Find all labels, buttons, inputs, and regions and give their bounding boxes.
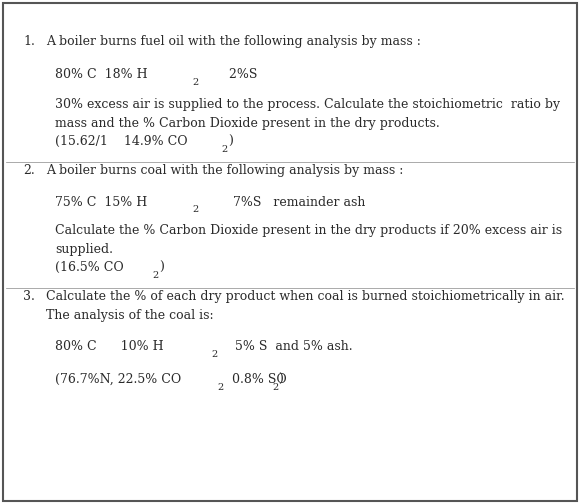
FancyBboxPatch shape xyxy=(3,3,577,501)
Text: 2: 2 xyxy=(192,205,198,214)
Text: 2: 2 xyxy=(218,383,224,392)
Text: A boiler burns fuel oil with the following analysis by mass :: A boiler burns fuel oil with the followi… xyxy=(46,35,421,48)
Text: A boiler burns coal with the following analysis by mass :: A boiler burns coal with the following a… xyxy=(46,164,404,177)
Text: 2: 2 xyxy=(273,383,279,392)
Text: 2: 2 xyxy=(222,145,228,154)
Text: 2: 2 xyxy=(153,271,159,280)
Text: 2.: 2. xyxy=(23,164,35,177)
Text: The analysis of the coal is:: The analysis of the coal is: xyxy=(46,308,214,322)
Text: 30% excess air is supplied to the process. Calculate the stoichiometric  ratio b: 30% excess air is supplied to the proces… xyxy=(55,98,560,111)
Text: Calculate the % Carbon Dioxide present in the dry products if 20% excess air is: Calculate the % Carbon Dioxide present i… xyxy=(55,224,562,237)
Text: 1.: 1. xyxy=(23,35,35,48)
Text: 2%S: 2%S xyxy=(201,68,257,81)
Text: ): ) xyxy=(160,261,164,274)
Text: (15.62/1    14.9% CO: (15.62/1 14.9% CO xyxy=(55,135,188,148)
Text: mass and the % Carbon Dioxide present in the dry products.: mass and the % Carbon Dioxide present in… xyxy=(55,117,440,130)
Text: (76.7%N, 22.5% CO: (76.7%N, 22.5% CO xyxy=(55,373,182,386)
Text: 80% C      10% H: 80% C 10% H xyxy=(55,340,164,353)
Text: 75% C  15% H: 75% C 15% H xyxy=(55,196,147,209)
Text: supplied.: supplied. xyxy=(55,243,113,256)
Text: 2: 2 xyxy=(192,78,198,87)
Text: ): ) xyxy=(278,373,283,386)
Text: ): ) xyxy=(229,135,233,148)
Text: (16.5% CO: (16.5% CO xyxy=(55,261,124,274)
Text: 5% S  and 5% ash.: 5% S and 5% ash. xyxy=(219,340,352,353)
Text: 3.: 3. xyxy=(23,290,35,303)
Text: 2: 2 xyxy=(211,350,218,359)
Text: 0.8% SO: 0.8% SO xyxy=(224,373,287,386)
Text: 7%S   remainder ash: 7%S remainder ash xyxy=(201,196,365,209)
Text: Calculate the % of each dry product when coal is burned stoichiometrically in ai: Calculate the % of each dry product when… xyxy=(46,290,565,303)
Text: 80% C  18% H: 80% C 18% H xyxy=(55,68,148,81)
